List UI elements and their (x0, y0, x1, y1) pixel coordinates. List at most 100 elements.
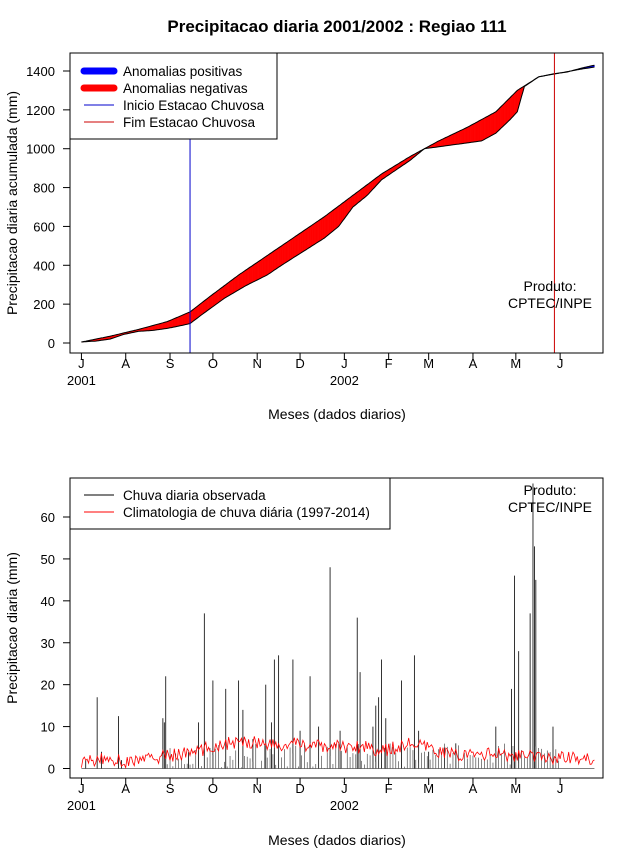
negative-anomaly-segment (169, 319, 172, 329)
negative-anomaly-segment (248, 266, 251, 285)
negative-anomaly-segment (479, 119, 482, 142)
negative-anomaly-segment (219, 287, 222, 302)
x-tick-label: J (78, 356, 85, 371)
negative-anomaly-segment (328, 212, 331, 236)
negative-anomaly-segment (184, 313, 186, 326)
negative-anomaly-segment (182, 314, 185, 326)
negative-anomaly-segment (252, 263, 255, 283)
x-tick-label: A (469, 356, 478, 371)
negative-anomaly-segment (259, 259, 262, 279)
negative-anomaly-segment (362, 186, 365, 200)
negative-anomaly-segment (196, 304, 199, 319)
negative-anomaly-segment (468, 125, 471, 143)
negative-anomaly-segment (507, 98, 509, 123)
negative-anomaly-segment (242, 270, 245, 288)
negative-anomaly-segment (481, 118, 484, 142)
negative-anomaly-segment (458, 130, 461, 145)
year-label: 2001 (67, 798, 96, 813)
negative-anomaly-segment (285, 241, 288, 263)
negative-anomaly-segment (478, 120, 481, 142)
negative-anomaly-segment (292, 236, 295, 259)
negative-anomaly-segment (332, 208, 335, 232)
negative-anomaly-segment (309, 225, 312, 248)
negative-anomaly-segment (492, 112, 495, 136)
negative-anomaly-segment (276, 247, 279, 269)
negative-anomaly-segment (199, 302, 202, 317)
negative-anomaly-segment (504, 101, 507, 126)
y-tick-label: 600 (33, 219, 55, 234)
negative-anomaly-segment (365, 184, 368, 197)
daily-legend-box (69, 477, 391, 530)
negative-anomaly-segment (255, 261, 258, 282)
negative-anomaly-segment (308, 226, 311, 249)
negative-anomaly-segment (176, 316, 179, 327)
negative-anomaly-segment (185, 312, 188, 325)
negative-anomaly-segment (467, 126, 469, 144)
negative-anomaly-segment (319, 218, 322, 242)
negative-anomaly-segment (231, 278, 234, 295)
negative-anomaly-segment (342, 201, 345, 222)
negative-anomaly-segment (449, 134, 452, 146)
negative-anomaly-segment (156, 323, 159, 331)
cumulative-legend: Anomalias positivas Anomalias negativas … (69, 52, 278, 140)
negative-anomaly-segment (282, 243, 285, 265)
negative-anomaly-segment (352, 193, 355, 208)
cumulative-y-ticks: 0 200 400 600 800 1000 1200 1400 (26, 64, 70, 351)
negative-anomaly-segment (297, 233, 299, 256)
negative-anomaly-segment (477, 120, 479, 142)
negative-anomaly-segment (471, 123, 474, 143)
negative-anomaly-segment (266, 254, 269, 276)
negative-anomaly-segment (344, 200, 346, 220)
negative-anomaly-segment (491, 113, 494, 136)
negative-anomaly-segment (238, 273, 241, 291)
cumulative-y-label: Precipitacao diaria acumulada (mm) (4, 91, 20, 315)
negative-anomaly-segment (341, 202, 344, 224)
x-tick-label: J (557, 356, 564, 371)
negative-anomaly-segment (164, 321, 166, 330)
negative-anomaly-segment (287, 240, 289, 263)
product-label-line-2-bottom: CPTEC/INPE (508, 499, 592, 515)
y-tick-label: 1400 (26, 64, 55, 79)
x-tick-label: S (166, 356, 175, 371)
negative-anomaly-segment (307, 227, 309, 250)
legend-observed-label: Chuva diaria observada (123, 488, 266, 503)
negative-anomaly-segment (509, 95, 512, 121)
negative-anomaly-segment (339, 203, 342, 226)
legend-negative-label: Anomalias negativas (123, 81, 248, 96)
negative-anomaly-segment (448, 135, 451, 146)
negative-anomaly-segment (502, 102, 505, 127)
negative-anomaly-segment (166, 320, 169, 329)
y-tick-label: 20 (41, 678, 55, 693)
negative-anomaly-segment (474, 122, 477, 143)
daily-chart: Precipitacao diaria (mm) Meses (dados di… (4, 477, 604, 848)
negative-anomaly-segment (254, 262, 256, 282)
product-label-line-1-bottom: Produto: (524, 482, 577, 498)
x-tick-label: A (121, 781, 130, 796)
negative-anomaly-segment (215, 290, 218, 305)
legend-end-label: Fim Estacao Chuvosa (123, 115, 256, 130)
negative-anomaly-segment (298, 232, 301, 255)
negative-anomaly-segment (324, 215, 326, 239)
negative-anomaly-segment (212, 292, 215, 307)
negative-anomaly-segment (209, 294, 212, 310)
climatology-daily-line (81, 736, 595, 770)
negative-anomaly-segment (461, 129, 464, 144)
negative-anomaly-segment (232, 277, 235, 294)
x-tick-label: J (341, 356, 348, 371)
negative-anomaly-segment (462, 128, 465, 144)
year-label: 2002 (330, 798, 359, 813)
year-label: 2001 (67, 373, 96, 388)
y-tick-label: 400 (33, 258, 55, 273)
negative-anomaly-segment (455, 131, 458, 145)
negative-anomaly-segment (264, 256, 266, 277)
y-tick-label: 30 (41, 636, 55, 651)
negative-anomaly-segment (301, 230, 304, 253)
negative-anomaly-segment (165, 321, 168, 329)
negative-anomaly-segment (317, 220, 319, 243)
negative-anomaly-segment (465, 127, 468, 144)
cumulative-x-ticks: J A S O N D J F M A M J 2001 2002 (67, 353, 563, 388)
x-tick-label: M (423, 356, 434, 371)
negative-anomaly-segment (186, 312, 189, 325)
negative-anomaly-segment (269, 252, 272, 274)
x-tick-label: M (510, 781, 521, 796)
